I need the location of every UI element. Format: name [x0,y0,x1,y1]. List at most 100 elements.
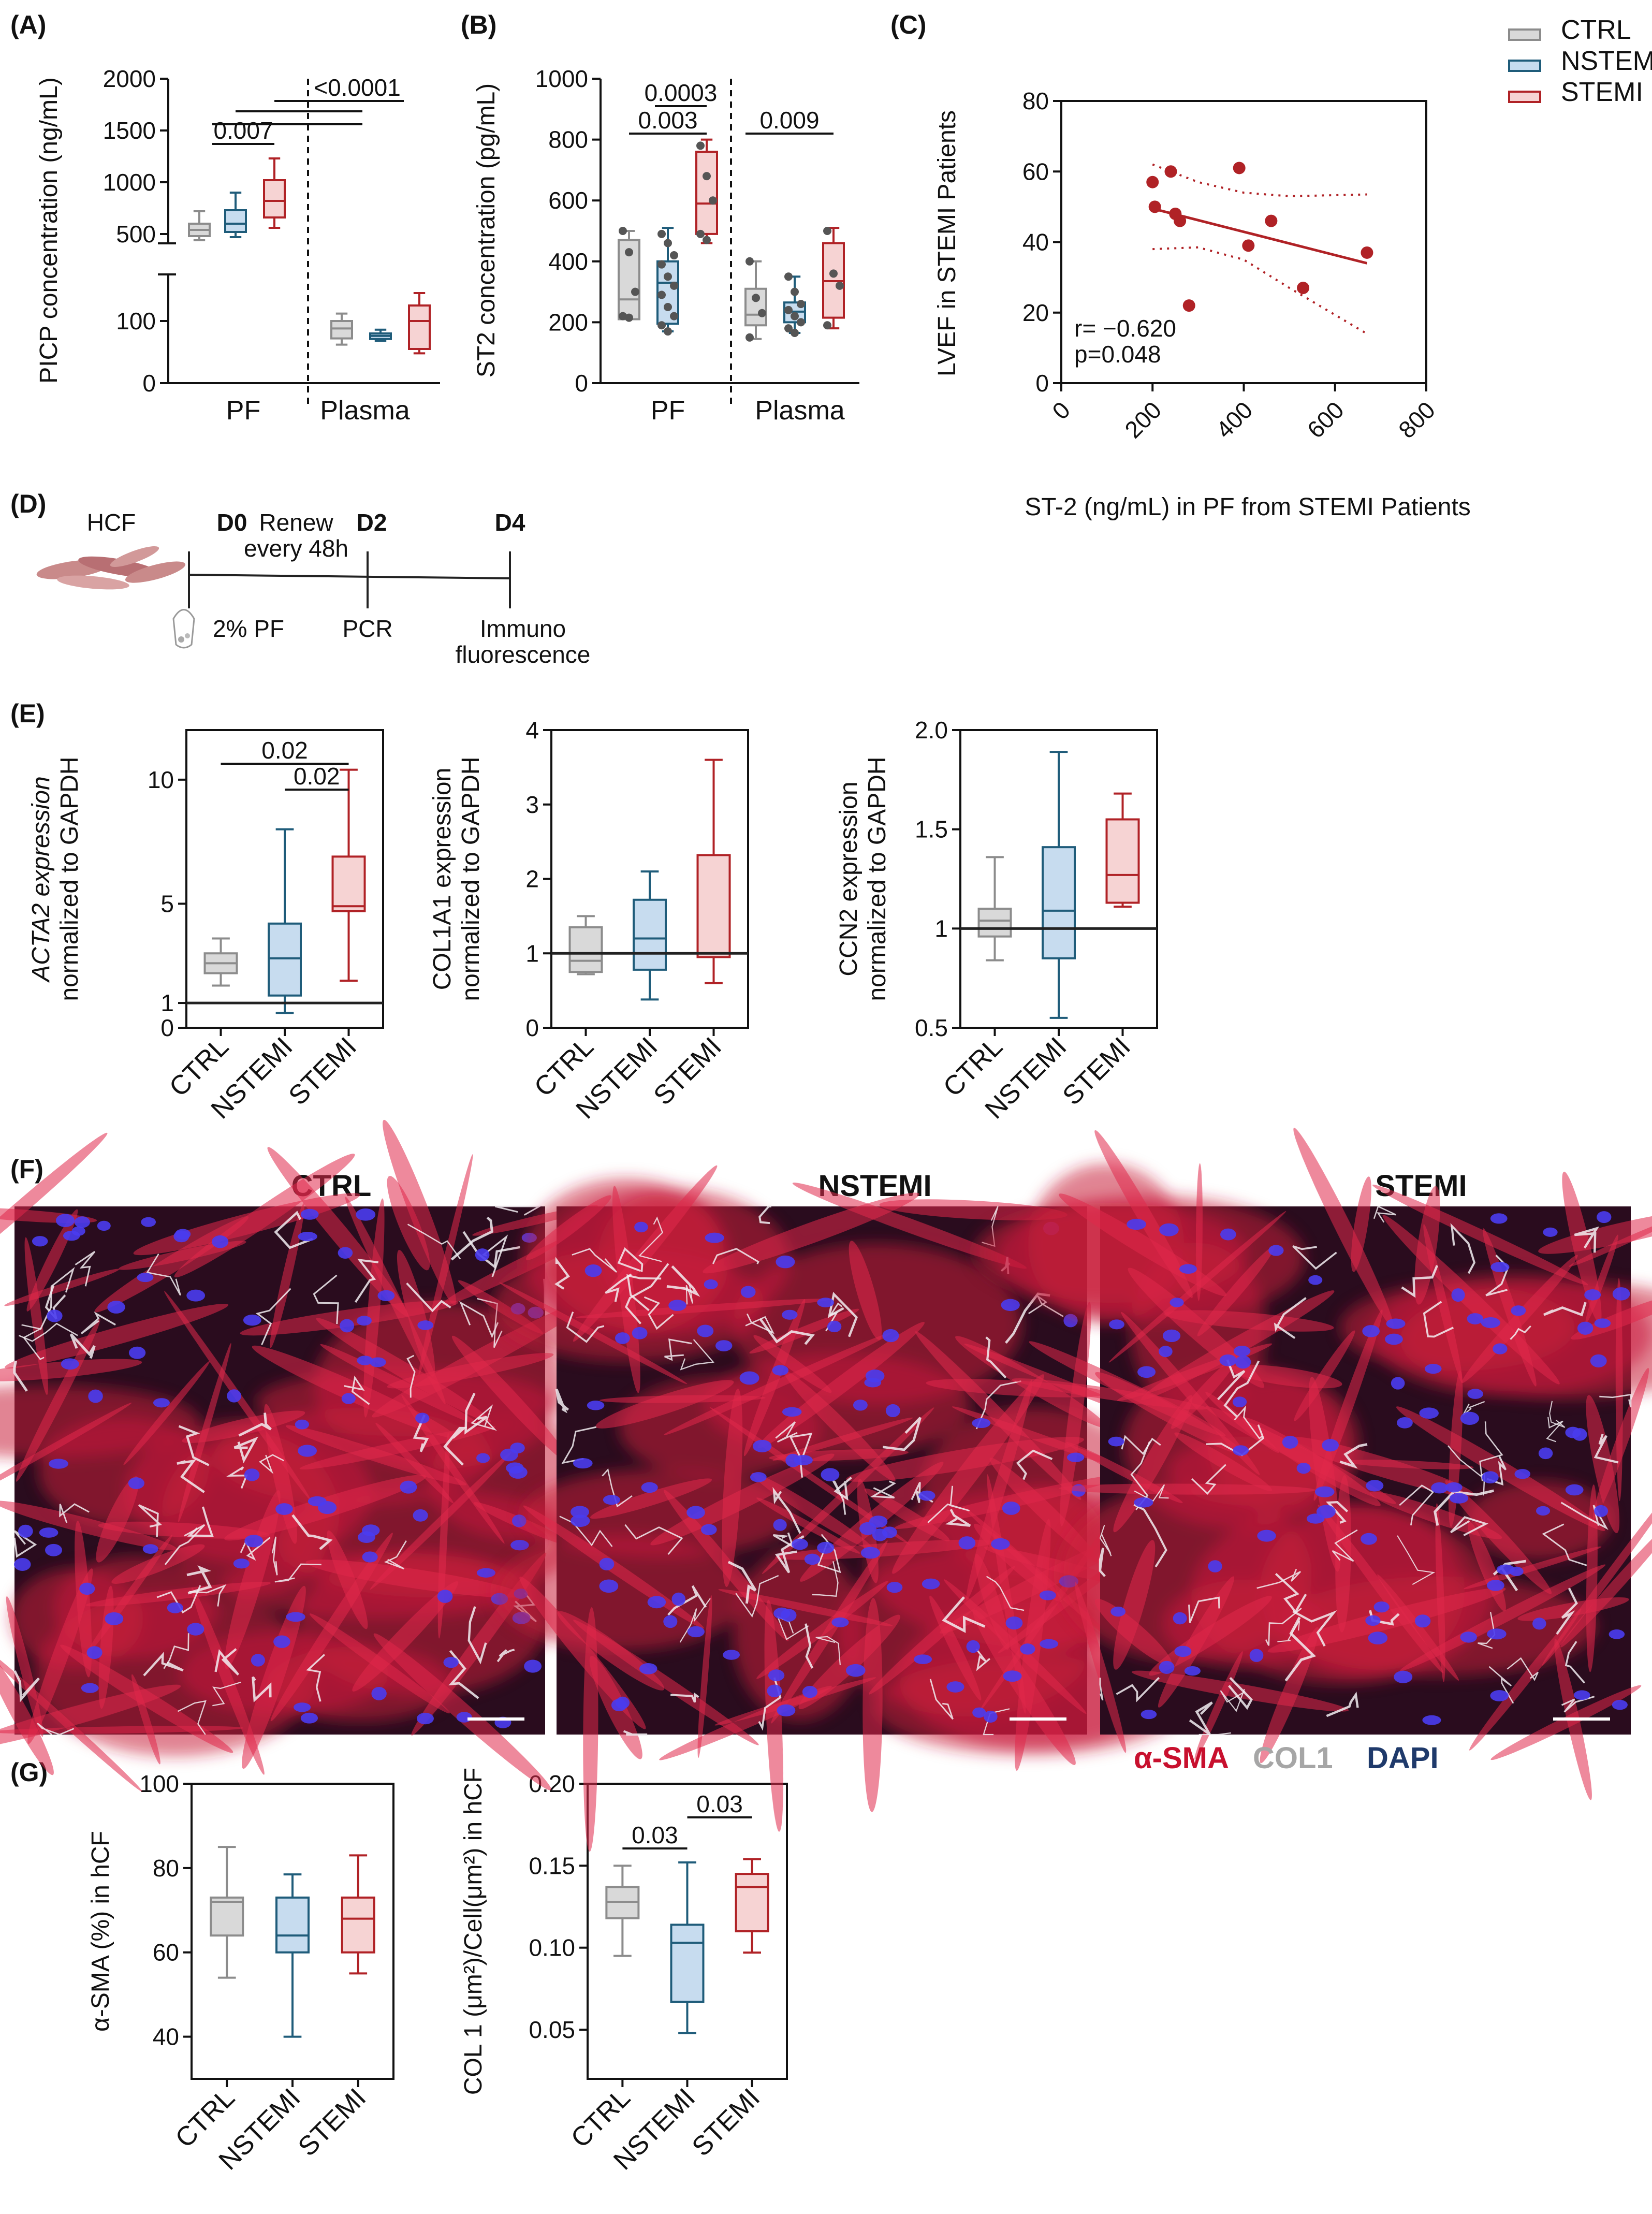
nucleus [1366,1480,1384,1492]
nucleus [584,1264,602,1277]
nucleus [415,1412,430,1424]
timeline-cell-label: HCF [87,509,136,536]
nucleus [882,1329,899,1343]
y-axis-title-2: normalized to GAPDH [457,756,485,1001]
nucleus [153,1398,170,1408]
nucleus [1322,1439,1339,1452]
actin-fiber [16,1318,100,1482]
box-0 [618,239,640,321]
panel-label-a: (A) [10,10,46,39]
nucleus [71,1226,85,1236]
collagen-fiber [1220,1688,1246,1712]
nucleus [186,1289,206,1302]
legend-swatch-stemi [1508,91,1541,103]
collagen-fiber [815,1636,841,1665]
collagen-fiber [805,1623,814,1669]
nucleus [1532,1618,1546,1630]
actin-fiber [387,1176,430,1271]
scatter-point [1297,282,1310,295]
collagen-fiber [1016,1449,1053,1480]
collagen-fiber [1099,1525,1112,1556]
collagen-fiber [163,1633,189,1669]
collagen-fiber [212,1681,241,1707]
nucleus [1481,1317,1500,1328]
nucleus [671,1592,686,1606]
nucleus [81,1683,99,1693]
nucleus [141,1217,156,1227]
collagen-fiber [274,1563,321,1583]
data-point [657,321,666,330]
nucleus [227,1389,241,1403]
collagen-fiber [1479,1421,1503,1481]
panel-label-d: (D) [10,489,46,518]
nucleus [1001,1299,1020,1312]
nucleus [61,1358,79,1370]
nucleus [715,1340,733,1351]
actin-fiber [849,1241,882,1340]
collagen-fiber [143,1651,184,1677]
nucleus [686,1506,705,1519]
y-tick-label: 1 [525,940,539,967]
actin-fiber [697,1595,712,1758]
nucleus [417,1320,434,1330]
nucleus [573,1458,593,1469]
nucleus [773,1607,791,1619]
actin-fiber [75,1521,92,1678]
ci-lower [1152,246,1368,335]
nucleus [39,1527,59,1538]
nucleus [739,1371,759,1385]
nucleus [817,1541,835,1554]
legend-label-ctrl: CTRL [1561,15,1631,45]
y-axis-title-2: normalized to GAPDH [56,756,83,1001]
nucleus [776,1255,795,1269]
scatter-point [1242,239,1255,252]
nucleus [1490,1690,1509,1701]
box-1 [670,1924,705,2003]
collagen-fiber [1561,1696,1595,1713]
collagen-fiber [1546,1417,1563,1443]
collagen-fiber [1116,1677,1160,1702]
actin-fiber [1113,1395,1193,1533]
actin-fiber [1414,1186,1440,1305]
actin-fiber [305,1560,523,1598]
group-label-pf: PF [226,396,260,426]
collagen-fiber [775,1421,798,1443]
y-tick-label: 40 [1022,229,1049,256]
collagen-fiber [685,1285,693,1305]
nucleus [1490,1213,1508,1224]
nucleus [511,1514,527,1527]
data-point [797,300,805,309]
actin-fiber [85,1582,271,1607]
nucleus [300,1712,318,1724]
actin-fiber [1108,1211,1286,1363]
collagen-fiber [156,1585,201,1614]
actin-fiber [1400,1564,1606,1671]
collagen-fiber [554,1257,570,1290]
nucleus [244,1535,264,1548]
y-tick-label: 1000 [103,169,156,196]
nucleus [821,1468,840,1481]
collagen-fiber [1234,1405,1263,1439]
nucleus [1536,1506,1551,1516]
y-tick-label: 0.10 [529,1934,575,1961]
actin-fiber [1075,1582,1127,1753]
y-tick-label: 5 [160,890,174,917]
timeline-renew: Renew [259,509,333,536]
nucleus [47,1309,63,1322]
nucleus [864,1378,882,1388]
data-point [664,272,672,281]
nucleus [634,1221,648,1233]
nucleus [991,1538,1010,1550]
collagen-fiber [735,1575,779,1618]
nucleus [966,1640,980,1653]
actin-fiber [0,1651,54,1775]
nucleus [663,1615,678,1628]
actin-fiber [1196,1163,1203,1301]
nucleus [603,1495,620,1505]
collagen-fiber [464,1392,488,1435]
nucleus [45,1543,62,1556]
nucleus [1134,1497,1153,1508]
collagen-fiber [406,1283,451,1313]
timeline-schematic: HCF D0 Renew every 48h D2 D4 2% PF PCR I… [36,509,590,668]
collagen-fiber [81,1311,116,1334]
